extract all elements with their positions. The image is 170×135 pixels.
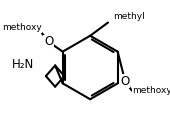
Text: methoxy: methoxy: [132, 86, 170, 95]
Text: methyl: methyl: [113, 12, 145, 21]
Text: O: O: [44, 35, 53, 48]
Text: O: O: [121, 75, 130, 88]
Text: H₂N: H₂N: [12, 58, 34, 71]
Text: methoxy: methoxy: [2, 23, 42, 32]
